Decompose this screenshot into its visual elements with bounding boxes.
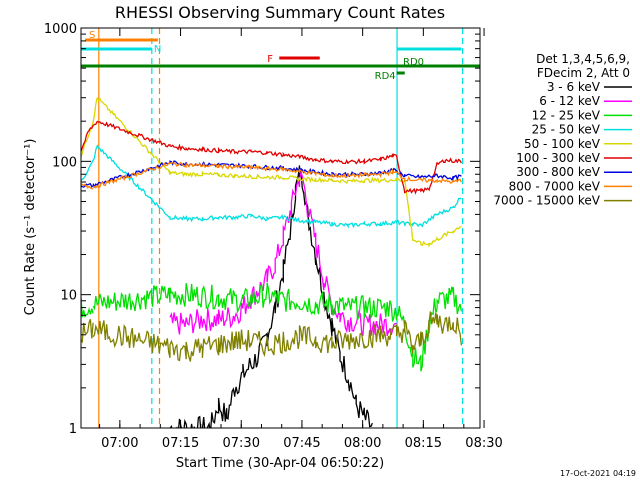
y-axis-label: Count Rate (s⁻¹ detector⁻¹)	[23, 139, 38, 316]
series-line-800-7000-kev	[81, 161, 462, 190]
generated-timestamp: 17-Oct-2021 04:19	[560, 469, 636, 478]
x-tick-label-08:00: 08:00	[344, 436, 381, 451]
series-line-100-300-kev	[81, 120, 462, 195]
annotation-label-n: N	[154, 44, 161, 55]
legend-label-8: 7000 - 15000 keV	[493, 194, 600, 208]
legend: Det 1,3,4,5,6,9, FDecim 2, Att 0 3 - 6 k…	[493, 52, 632, 208]
x-tick-label-07:15: 07:15	[162, 436, 199, 451]
annotation-label-rd4: RD4	[375, 71, 396, 82]
series-line-3-6-kev	[169, 165, 373, 428]
x-tick-label-07:45: 07:45	[283, 436, 320, 451]
plot-frame	[80, 27, 481, 429]
plot-content	[81, 28, 480, 428]
legend-label-2: 12 - 25 keV	[532, 108, 601, 122]
series-line-25-50-kev	[81, 144, 462, 229]
x-tick-label-07:00: 07:00	[101, 436, 138, 451]
x-axis-label: Start Time (30-Apr-04 06:50:22)	[176, 456, 384, 471]
y-tick-label-10: 10	[60, 289, 77, 304]
legend-label-4: 50 - 100 keV	[524, 137, 601, 151]
x-tick-label-08:15: 08:15	[405, 436, 442, 451]
legend-label-6: 300 - 800 keV	[516, 165, 600, 179]
chart-title: RHESSI Observing Summary Count Rates	[115, 3, 445, 22]
y-tick-label-1000: 1000	[44, 22, 77, 37]
legend-label-1: 6 - 12 keV	[539, 94, 601, 108]
plot-area: S N F RD0 RD4	[81, 28, 480, 428]
legend-header-fdecim: FDecim 2, Att 0	[537, 66, 630, 80]
series-line-6-12-kev	[169, 171, 397, 337]
annotation-label-s: S	[89, 30, 95, 41]
x-tick-label-07:30: 07:30	[223, 436, 260, 451]
annotation-label-f: F	[267, 54, 273, 65]
y-tick-label-100: 100	[52, 155, 77, 170]
y-tick-label-1: 1	[69, 422, 77, 437]
x-tick-label-08:30: 08:30	[465, 436, 502, 451]
legend-label-0: 3 - 6 keV	[547, 80, 601, 94]
series-line-12-25-kev	[81, 282, 463, 372]
legend-label-3: 25 - 50 keV	[532, 123, 601, 137]
legend-label-7: 800 - 7000 keV	[509, 179, 601, 193]
legend-header-detectors: Det 1,3,4,5,6,9,	[536, 52, 630, 66]
annotation-label-rd0: RD0	[403, 57, 424, 68]
axes: 07:00 07:15 07:30 07:45 08:00 08:15 08:30 1 10 10…	[44, 22, 503, 451]
legend-label-5: 100 - 300 keV	[516, 151, 600, 165]
series-line-7000-15000-kev	[81, 311, 463, 362]
